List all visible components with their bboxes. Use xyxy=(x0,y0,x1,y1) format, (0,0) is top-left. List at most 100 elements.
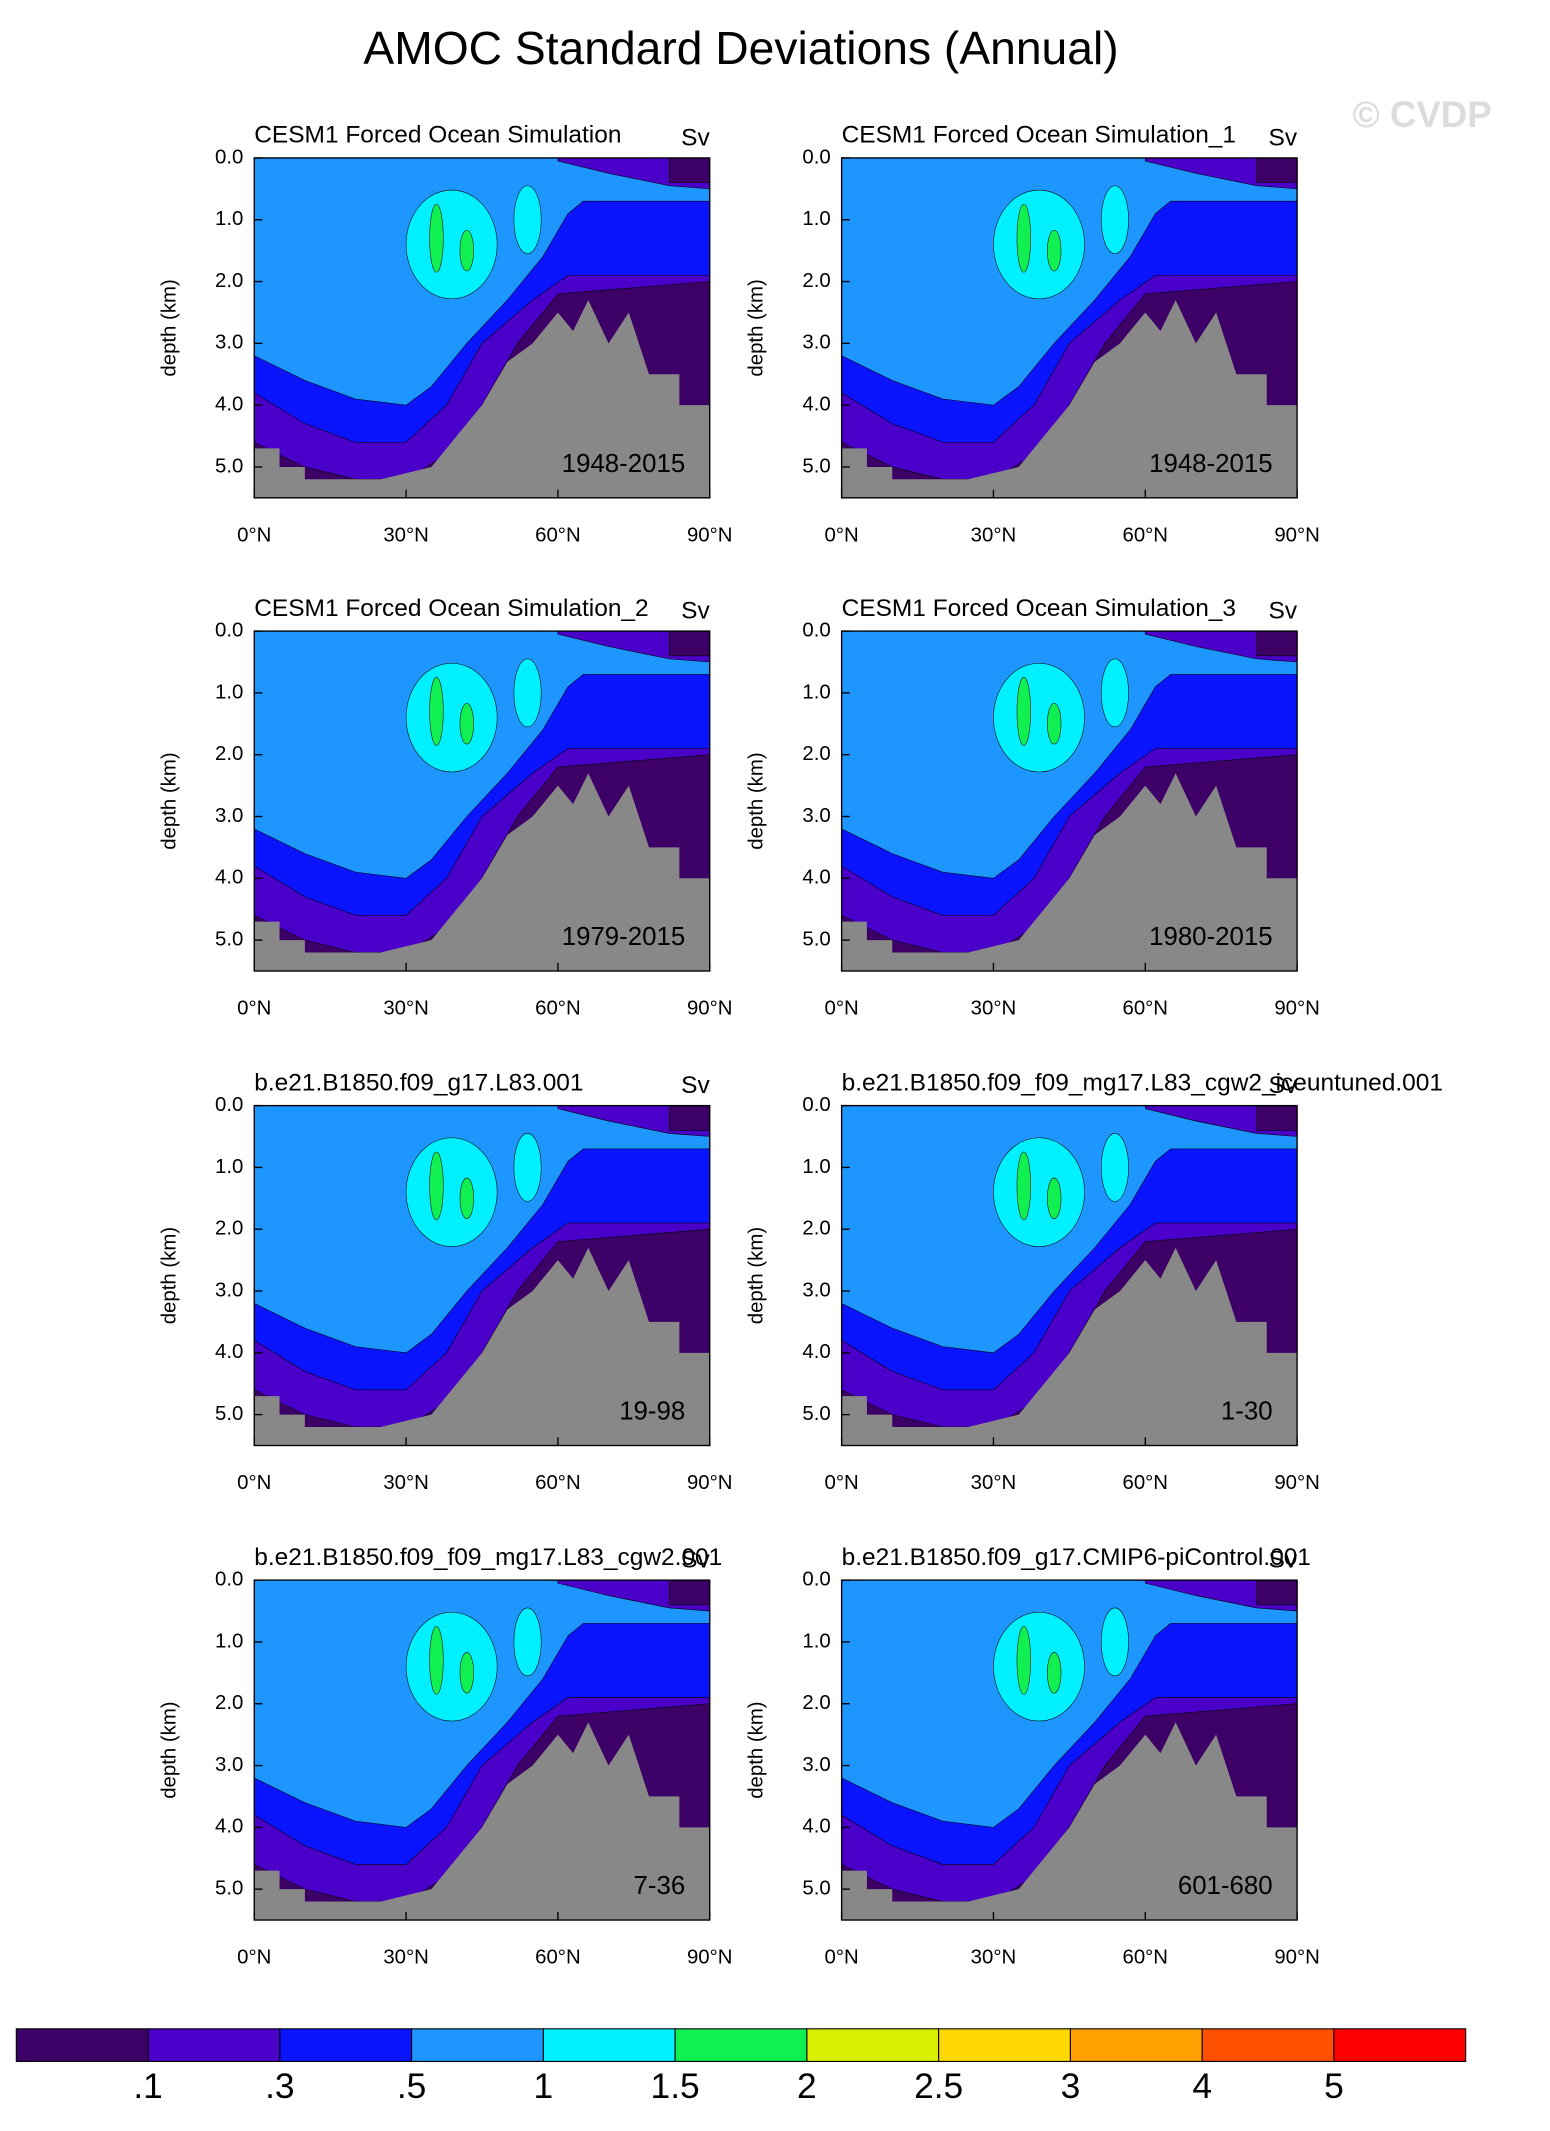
contour-region xyxy=(513,658,542,728)
x-tick-label: 0°N xyxy=(825,1947,859,1969)
y-axis-label: depth (km) xyxy=(746,279,768,376)
x-tick-label: 60°N xyxy=(535,524,581,546)
panel-period: 1979-2015 xyxy=(562,923,686,951)
panel-units: Sv xyxy=(1269,1072,1298,1099)
colorbar-label: .5 xyxy=(397,2067,426,2106)
panel-title: b.e21.B1850.f09_g17.CMIP6-piControl.001 xyxy=(842,1544,1311,1571)
x-tick-label: 30°N xyxy=(971,997,1017,1019)
x-tick-label: 90°N xyxy=(1274,1472,1320,1494)
contour-region xyxy=(668,1579,711,1606)
panel-units: Sv xyxy=(1269,1547,1298,1574)
y-tick-label: 0.0 xyxy=(215,1569,243,1591)
colorbar-label: .1 xyxy=(133,2067,162,2106)
x-tick-label: 90°N xyxy=(687,997,733,1019)
contour-region xyxy=(993,1137,1085,1247)
y-tick-label: 2.0 xyxy=(802,1692,830,1714)
y-tick-label: 3.0 xyxy=(802,805,830,827)
colorbar-box xyxy=(1069,2028,1203,2062)
x-tick-label: 60°N xyxy=(1123,997,1169,1019)
y-tick-label: 2.0 xyxy=(215,270,243,292)
y-axis-label: depth (km) xyxy=(158,1227,180,1324)
y-tick-label: 0.0 xyxy=(215,619,243,641)
contour-region xyxy=(1100,185,1129,254)
y-tick-label: 1.0 xyxy=(802,1156,830,1178)
panel-title: CESM1 Forced Ocean Simulation xyxy=(254,122,621,149)
x-tick-label: 90°N xyxy=(1274,524,1320,546)
x-tick-label: 90°N xyxy=(1274,1947,1320,1969)
x-tick-label: 0°N xyxy=(237,1947,271,1969)
colorbar-label: 4 xyxy=(1192,2067,1212,2106)
x-tick-label: 90°N xyxy=(687,1947,733,1969)
x-tick-label: 60°N xyxy=(1123,1472,1169,1494)
contour-region xyxy=(429,1626,444,1695)
figure-title: AMOC Standard Deviations (Annual) xyxy=(363,22,1118,74)
contour-region xyxy=(841,1247,1298,1446)
y-tick-label: 4.0 xyxy=(802,1341,830,1363)
x-tick-label: 0°N xyxy=(825,524,859,546)
contour-region xyxy=(405,1137,498,1247)
y-axis-label: depth (km) xyxy=(158,752,180,849)
contour-region xyxy=(1016,204,1031,273)
contour-region xyxy=(1047,703,1062,745)
panel: 0.0 1.0 2.0 3.0 4.0 5.0 0°N 30°N 60°N 90°N depth (… xyxy=(158,595,732,1020)
y-tick-label: 1.0 xyxy=(802,208,830,230)
y-tick-label: 3.0 xyxy=(215,332,243,354)
panel-period: 7-36 xyxy=(634,1872,686,1900)
contour-region xyxy=(1016,1151,1031,1221)
panel: 0.0 1.0 2.0 3.0 4.0 5.0 0°N 30°N 60°N 90°N depth (… xyxy=(746,122,1320,547)
y-tick-label: 5.0 xyxy=(215,455,243,477)
contour-region xyxy=(1256,1579,1298,1606)
colorbar-label: 5 xyxy=(1324,2067,1344,2106)
panel-period: 1948-2015 xyxy=(1149,450,1273,478)
x-tick-label: 0°N xyxy=(825,997,859,1019)
x-tick-label: 90°N xyxy=(687,1472,733,1494)
y-tick-label: 2.0 xyxy=(802,270,830,292)
contour-region xyxy=(459,229,474,272)
x-tick-label: 60°N xyxy=(535,997,581,1019)
y-axis-label: depth (km) xyxy=(158,1701,180,1798)
colorbar-label: 2 xyxy=(797,2067,817,2106)
contour-region xyxy=(429,677,444,746)
contour-region xyxy=(1256,630,1298,657)
panel-period: 601-680 xyxy=(1178,1872,1273,1900)
panel-title: b.e21.B1850.f09_f09_mg17.L83_cgw2.001 xyxy=(254,1544,722,1571)
y-tick-label: 0.0 xyxy=(802,1094,830,1116)
colorbar-box xyxy=(411,2028,544,2062)
y-tick-label: 2.0 xyxy=(802,1218,830,1240)
panel-units: Sv xyxy=(681,598,710,625)
colorbar-box xyxy=(806,2028,940,2062)
panel: 0.0 1.0 2.0 3.0 4.0 5.0 0°N 30°N 60°N 90°N depth (… xyxy=(746,1544,1320,1969)
colorbar-label: 1.5 xyxy=(651,2067,700,2106)
panel-title: CESM1 Forced Ocean Simulation_3 xyxy=(842,595,1236,622)
y-tick-label: 3.0 xyxy=(215,1279,243,1301)
contour-region xyxy=(841,1722,1298,1921)
x-tick-label: 0°N xyxy=(237,997,271,1019)
y-tick-label: 4.0 xyxy=(215,394,243,416)
y-tick-label: 1.0 xyxy=(215,208,243,230)
y-axis-label: depth (km) xyxy=(746,752,768,849)
x-tick-label: 90°N xyxy=(1274,997,1320,1019)
contour-region xyxy=(1047,1652,1062,1694)
y-tick-label: 0.0 xyxy=(215,146,243,168)
y-tick-label: 2.0 xyxy=(802,743,830,765)
colorbar-label: .3 xyxy=(265,2067,294,2106)
contour-region xyxy=(405,189,498,300)
plot-frame xyxy=(253,630,711,972)
contour-region xyxy=(405,1611,498,1722)
y-tick-label: 1.0 xyxy=(802,1630,830,1652)
panel-period: 1-30 xyxy=(1221,1398,1273,1426)
plot-frame xyxy=(253,157,711,499)
y-tick-label: 5.0 xyxy=(802,455,830,477)
contour-region xyxy=(459,1177,474,1219)
contour-region xyxy=(254,1722,710,1921)
colorbar-box xyxy=(674,2028,808,2062)
x-tick-label: 0°N xyxy=(237,1472,271,1494)
x-tick-label: 0°N xyxy=(825,1472,859,1494)
panel-period: 1948-2015 xyxy=(562,450,686,478)
x-tick-label: 0°N xyxy=(237,524,271,546)
plot-frame xyxy=(840,157,1298,499)
panel-units: Sv xyxy=(1269,598,1298,625)
contour-region xyxy=(668,157,711,183)
x-tick-label: 30°N xyxy=(971,1472,1017,1494)
